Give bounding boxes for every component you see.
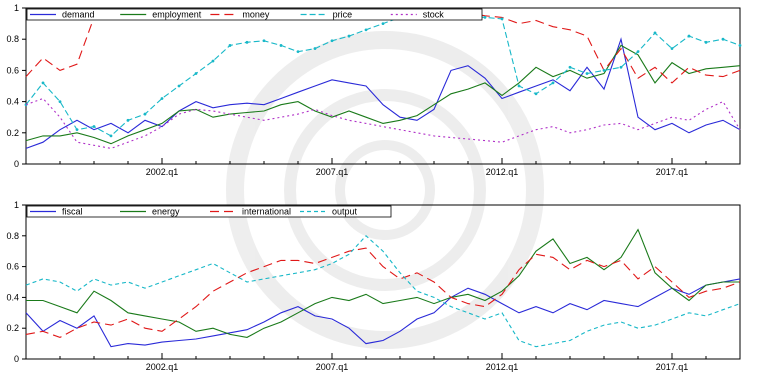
series-marker-price <box>109 134 113 138</box>
series-marker-price <box>551 81 555 85</box>
x-tick-label: 2002.q1 <box>146 167 179 177</box>
series-marker-price <box>687 34 691 38</box>
series-marker-price <box>330 39 334 43</box>
series-marker-price <box>313 47 317 50</box>
series-marker-price <box>721 37 725 41</box>
x-tick-label: 2017.q1 <box>656 167 689 177</box>
series-marker-price <box>177 84 181 88</box>
series-marker-price <box>211 59 215 63</box>
series-marker-price <box>704 40 708 44</box>
series-marker-price <box>41 81 45 85</box>
series-line-energy <box>26 228 740 338</box>
series-marker-price <box>585 72 589 75</box>
legend-label-employment: employment <box>152 10 202 20</box>
series-marker-price <box>126 118 130 122</box>
y-tick-label: 0.8 <box>6 231 19 241</box>
series-line-demand <box>25 37 741 149</box>
series-marker-price <box>636 50 640 54</box>
legend-label-stock: stock <box>423 10 445 20</box>
series-marker-price <box>653 31 657 35</box>
series-line-money <box>25 9 741 84</box>
legend-label-money: money <box>242 10 270 20</box>
legend: demand employment money price stock <box>26 8 483 21</box>
chart-panel-1: 0 0.2 0.4 0.6 0.8 1 2002.q1 2007.q1 2012.q1 2017.… <box>6 3 742 177</box>
series-marker-price <box>245 40 249 44</box>
legend-label-output: output <box>332 207 358 217</box>
series-marker-price <box>738 44 742 47</box>
x-tick-label: 2012.q1 <box>486 167 519 177</box>
legend-label-demand: demand <box>62 10 95 20</box>
series-marker-price <box>58 100 62 103</box>
series-marker-price <box>619 65 623 69</box>
series-line-international <box>25 247 741 339</box>
y-tick-label: 0.6 <box>6 262 19 272</box>
legend-label-energy: energy <box>152 207 180 217</box>
legend-label-fiscal: fiscal <box>62 207 83 217</box>
series-marker-price <box>347 34 351 38</box>
series-marker-price <box>160 97 164 100</box>
y-tick-label: 0.4 <box>6 97 19 107</box>
series-marker-price <box>670 47 674 50</box>
series-marker-price <box>381 22 385 25</box>
series-marker-price <box>279 44 283 47</box>
series-marker-price <box>194 72 198 75</box>
plot-frame <box>25 7 741 165</box>
x-tick-label: 2002.q1 <box>146 362 179 372</box>
series-marker-price <box>75 128 79 132</box>
series-marker-price <box>500 17 504 21</box>
y-tick-label: 0.2 <box>6 323 19 333</box>
series-marker-price <box>364 28 368 32</box>
y-tick-label: 0.6 <box>6 65 19 75</box>
x-tick-label: 2017.q1 <box>656 362 689 372</box>
series-marker-price <box>483 15 487 19</box>
y-tick-label: 0.2 <box>6 128 19 138</box>
y-tick-label: 0 <box>14 354 19 364</box>
series-line-fiscal <box>25 278 741 348</box>
series-line-employment <box>25 44 741 145</box>
series-line-output <box>25 235 741 348</box>
x-tick-label: 2007.q1 <box>316 167 349 177</box>
x-tick-label: 2012.q1 <box>486 362 519 372</box>
series-marker-price <box>262 39 266 43</box>
y-tick-label: 1 <box>14 200 19 210</box>
series-marker-price <box>534 92 538 96</box>
chart-panel-2: 0 0.2 0.4 0.6 0.8 1 2002.q1 2007.q1 2012.q1 2017.… <box>6 200 741 372</box>
x-tick-label: 2007.q1 <box>316 362 349 372</box>
y-tick-label: 0.8 <box>6 34 19 44</box>
legend-label-price: price <box>333 10 353 20</box>
y-tick-label: 1 <box>14 3 19 13</box>
series-marker-price <box>143 112 147 116</box>
legend-box <box>26 8 483 21</box>
y-tick-label: 0.4 <box>6 292 19 302</box>
series-marker-price <box>568 65 572 69</box>
y-tick-label: 0 <box>14 159 19 169</box>
legend-box <box>26 205 392 218</box>
series-marker-price <box>296 50 300 54</box>
series-marker-price <box>602 69 606 72</box>
series-marker-price <box>517 84 521 88</box>
legend-label-international: international <box>242 207 291 217</box>
legend: fiscal energy international output <box>26 205 392 218</box>
series-marker-price <box>92 125 96 128</box>
series-marker-price <box>228 44 232 47</box>
